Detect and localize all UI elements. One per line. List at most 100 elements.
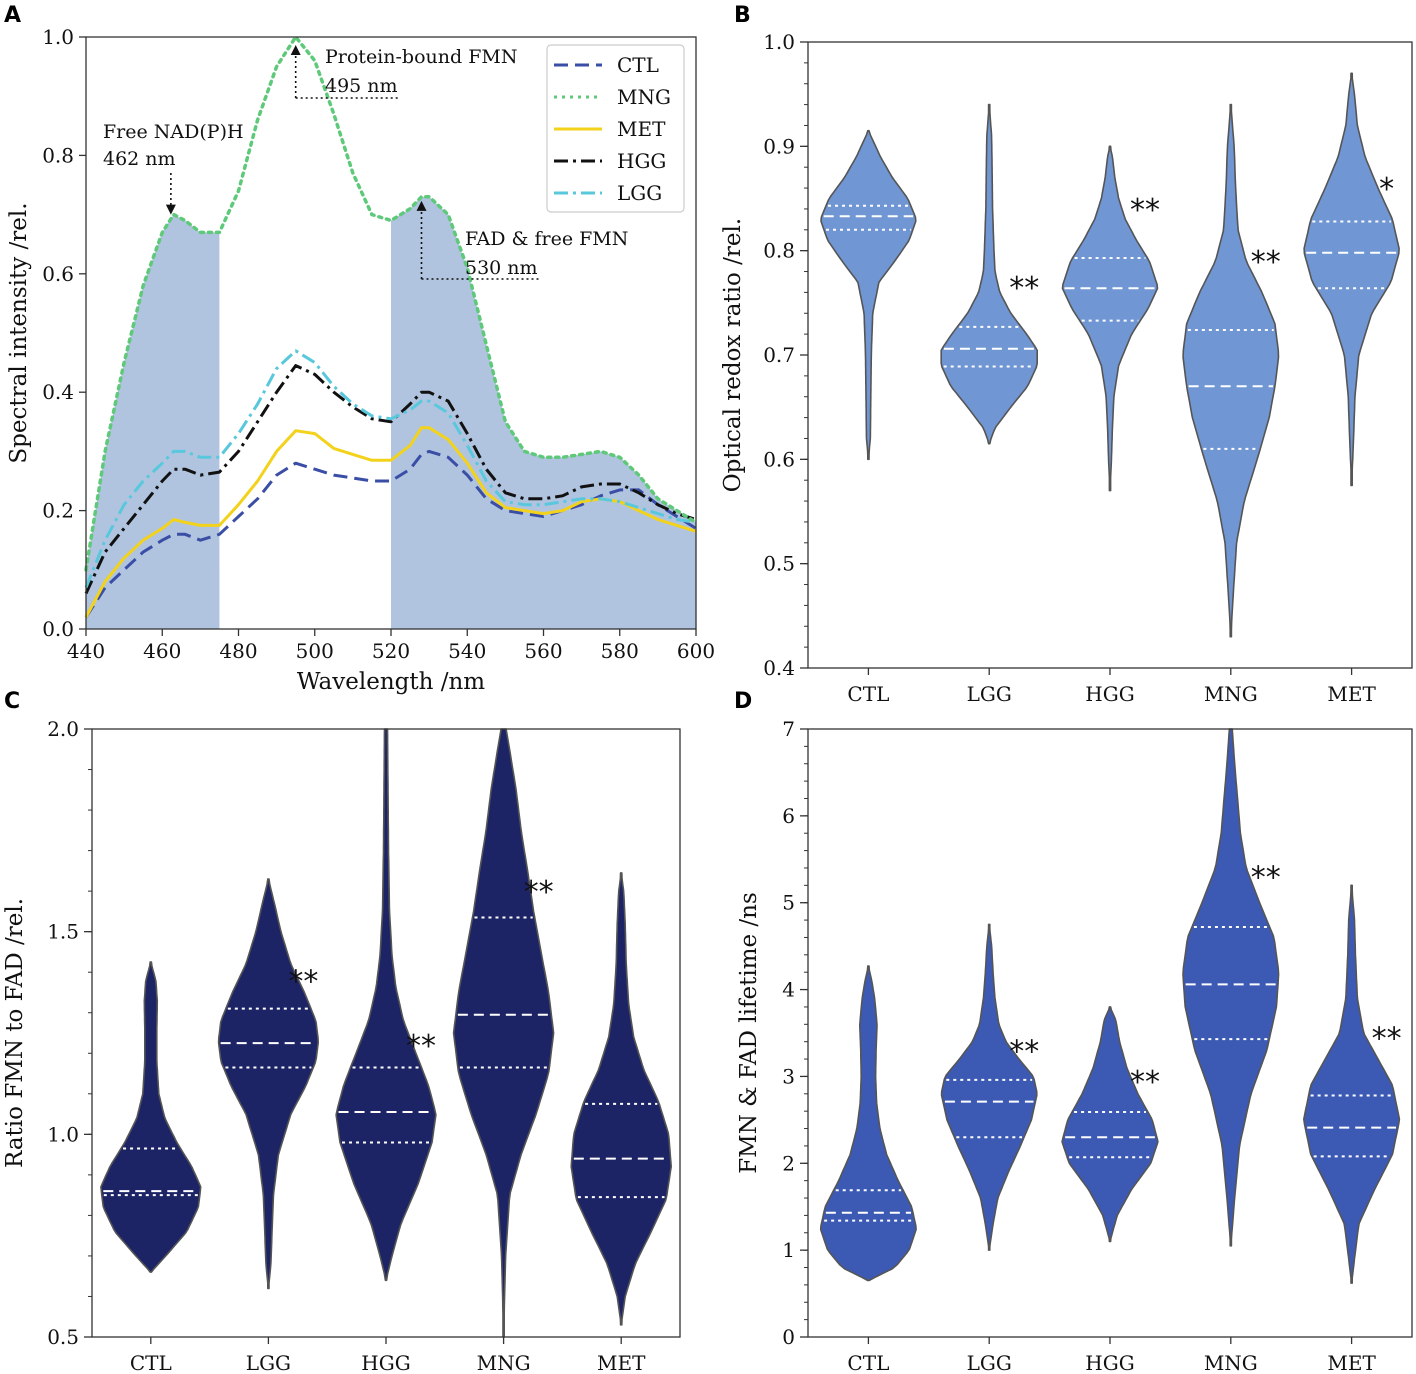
significance-marker-lgg: ** (1009, 1034, 1039, 1069)
violin-mng (1182, 103, 1280, 638)
annotation-label: 462 nm (103, 148, 176, 170)
legend-label-hgg: HGG (617, 149, 666, 173)
annotation-arrowhead (165, 204, 176, 215)
legend-label-mng: MNG (617, 85, 671, 109)
legend-label-lgg: LGG (617, 181, 662, 205)
y-tick-label: 1.0 (47, 1122, 79, 1146)
x-tick-label: LGG (967, 1351, 1012, 1374)
x-tick-label: 560 (524, 639, 562, 663)
legend: CTL MNG MET HGG LGG (546, 44, 685, 213)
annotation-label: 495 nm (325, 75, 398, 97)
significance-marker-mng: ** (1251, 861, 1281, 896)
legend-label-met: MET (617, 117, 666, 141)
panel-letter-b: B (734, 3, 751, 28)
x-tick-label: MET (1327, 682, 1376, 706)
significance-marker-mng: ** (524, 875, 554, 910)
y-tick-label: 2 (782, 1151, 795, 1175)
x-tick-label: CTL (130, 1351, 172, 1374)
annotation-arrowhead (290, 45, 301, 55)
x-tick-label: 500 (296, 639, 334, 663)
significance-marker-met: * (1379, 172, 1394, 207)
y-tick-label: 7 (782, 717, 795, 741)
x-tick-label: 460 (143, 639, 181, 663)
x-tick-label: HGG (1085, 1351, 1134, 1374)
panel-c-fmn-fad-violin: CTL ** LGG ** HGG ** MNG MET 0.5 1.0 1.5 2.0 Ratio F… (2, 717, 681, 1374)
y-axis-label: Spectral intensity /rel. (6, 202, 32, 463)
x-tick-label: CTL (847, 682, 889, 706)
violin-met (1303, 884, 1401, 1284)
significance-marker-hgg: ** (1130, 193, 1160, 228)
significance-marker-hgg: ** (406, 1029, 436, 1064)
x-tick-label: MNG (477, 1351, 531, 1374)
violin-hgg (1061, 1006, 1159, 1243)
x-tick-label: HGG (361, 1351, 410, 1374)
series-line-ctl (84, 449, 697, 619)
panel-d-lifetime-violin: CTL ** LGG ** HGG ** MNG ** MET 0 1 2 3 4 5 6 7 FMN & FAD… (736, 717, 1413, 1374)
y-tick-label: 0.6 (763, 447, 795, 471)
violin-ctl (819, 965, 917, 1282)
significance-marker-mng: ** (1251, 245, 1281, 280)
y-tick-label: 0 (782, 1325, 795, 1349)
x-tick-label: 580 (601, 639, 639, 663)
x-axis-label: Wavelength /nm (297, 669, 485, 695)
significance-marker-lgg: ** (1009, 271, 1039, 306)
y-tick-label: 0.5 (763, 552, 795, 576)
series-line-met (84, 426, 697, 618)
y-axis-label: Ratio FMN to FAD /rel. (2, 898, 28, 1168)
x-tick-label: LGG (967, 682, 1012, 706)
y-tick-label: 5 (782, 891, 795, 915)
y-axis-label: Optical redox ratio /rel. (720, 218, 746, 492)
y-tick-label: 1.0 (42, 25, 74, 49)
legend-box (546, 44, 685, 213)
y-tick-label: 0.0 (42, 617, 74, 641)
legend-label-ctl: CTL (617, 53, 659, 77)
y-tick-label: 0.8 (763, 239, 795, 263)
x-tick-label: 480 (219, 639, 257, 663)
violin-hgg (335, 728, 437, 1282)
x-tick-label: 600 (677, 639, 715, 663)
shaded-region-1 (86, 214, 220, 629)
y-tick-label: 0.8 (42, 143, 74, 167)
x-tick-label: MNG (1204, 682, 1258, 706)
annotation-label: 530 nm (465, 257, 538, 279)
violin-mng (1182, 728, 1280, 1247)
violin-ctl (820, 129, 917, 461)
x-tick-label: CTL (847, 1351, 889, 1374)
y-tick-label: 0.5 (47, 1325, 79, 1349)
significance-marker-hgg: ** (1130, 1065, 1160, 1100)
violin-ctl (100, 961, 202, 1273)
annotation-label: Protein-bound FMN (325, 46, 517, 68)
y-axis-label: FMN & FAD lifetime /ns (736, 892, 762, 1174)
x-tick-label: 520 (372, 639, 410, 663)
y-tick-label: 2.0 (47, 717, 79, 741)
y-tick-label: 4 (782, 978, 795, 1002)
y-tick-label: 3 (782, 1064, 795, 1088)
panel-letter-c: C (4, 689, 20, 714)
y-tick-label: 0.2 (42, 499, 74, 523)
y-tick-label: 0.9 (763, 134, 795, 158)
x-tick-label: HGG (1085, 682, 1134, 706)
x-tick-label: MET (597, 1351, 646, 1374)
violin-lgg (940, 923, 1038, 1251)
y-tick-label: 1 (782, 1238, 795, 1262)
violin-lgg (217, 878, 319, 1290)
plot-frame (807, 728, 1413, 1338)
violin-mng (452, 728, 555, 1338)
panel-a-spectra: 440 460 480 500 520 540 560 580 600 0.0 0.2 0.4 0.6 0… (6, 25, 715, 695)
significance-marker-met: ** (1372, 1021, 1402, 1056)
y-tick-label: 0.4 (42, 380, 74, 404)
y-tick-label: 0.7 (763, 343, 795, 367)
violin-met (1303, 72, 1400, 487)
panel-b-redox-violin: CTL ** LGG ** HGG ** MNG * MET 0.4 0.5 0.6 0.7 0.8 0.9… (720, 30, 1413, 706)
x-tick-label: 440 (67, 639, 105, 663)
y-tick-label: 1.0 (763, 30, 795, 54)
x-tick-label: LGG (246, 1351, 291, 1374)
shaded-region-2 (391, 196, 696, 630)
series-line-mng (84, 35, 698, 572)
y-tick-label: 0.4 (763, 656, 795, 680)
series-line-lgg (84, 349, 697, 589)
panel-letter-d: D (734, 689, 752, 714)
annotation-arrowhead (416, 200, 427, 211)
annotation-label: Free NAD(P)H (103, 121, 244, 143)
y-tick-label: 0.6 (42, 262, 74, 286)
